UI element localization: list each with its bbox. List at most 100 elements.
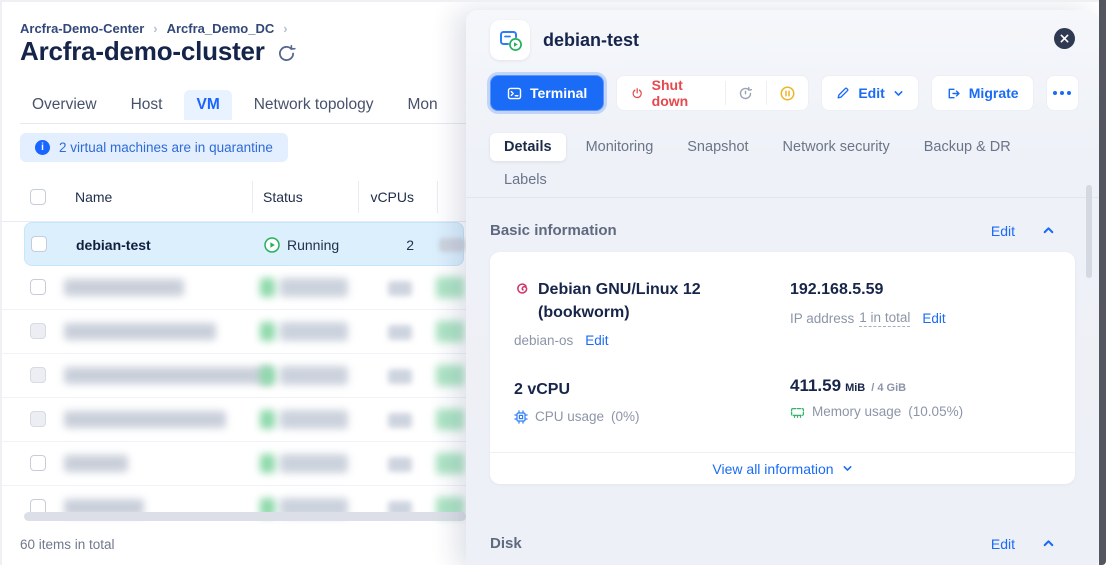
memory-block: 411.59 MiB / 4 GiB Memory usage (10.05%) (790, 376, 1050, 419)
redacted-name (64, 323, 216, 340)
table-row-redacted[interactable] (0, 266, 480, 310)
ip-address: 192.168.5.59 (790, 281, 884, 298)
tabs-divider (20, 123, 480, 124)
column-header-vcpus[interactable]: vCPUs (370, 189, 414, 205)
shutdown-button[interactable]: Shut down (617, 76, 724, 110)
table-row-redacted[interactable] (0, 486, 480, 530)
close-button[interactable] (1054, 28, 1075, 49)
chevron-up-icon (1043, 227, 1054, 234)
redacted-usage (436, 409, 464, 430)
tab-snapshot[interactable]: Snapshot (687, 139, 749, 155)
quarantine-banner-text: 2 virtual machines are in quarantine (59, 140, 273, 155)
tab-monitoring[interactable]: Mon (407, 96, 438, 113)
memory-total: / 4 GiB (871, 382, 907, 394)
redacted-status (260, 454, 348, 473)
column-header-name[interactable]: Name (75, 189, 113, 205)
redacted-vcpus (388, 325, 412, 340)
column-divider (358, 181, 359, 213)
redacted-usage (436, 321, 464, 342)
breadcrumb-item-dc[interactable]: Arcfra_Demo_DC (166, 21, 275, 36)
ip-block: 192.168.5.59 IP address 1 in total Edit (790, 278, 1050, 328)
shutdown-button-label: Shut down (651, 77, 689, 109)
chevron-up-icon (1043, 540, 1054, 547)
edit-button[interactable]: Edit (821, 75, 919, 111)
more-icon (1053, 91, 1072, 95)
row-checkbox[interactable] (30, 411, 46, 427)
basic-info-card: Debian GNU/Linux 12 (bookworm) debian-os… (490, 252, 1075, 484)
redacted-name (64, 411, 226, 428)
collapse-button[interactable] (1042, 537, 1055, 550)
info-icon: i (35, 140, 50, 155)
table-row-debian-test[interactable]: debian-test Running 2 (24, 222, 465, 266)
suspend-button[interactable] (767, 76, 808, 110)
restart-button[interactable] (725, 76, 766, 110)
redacted-status (260, 278, 348, 297)
os-template: debian-os (514, 333, 574, 349)
row-checkbox[interactable] (30, 279, 46, 295)
tab-network-security[interactable]: Network security (782, 139, 890, 155)
redacted-status (260, 366, 348, 385)
tab-monitoring[interactable]: Monitoring (585, 139, 654, 155)
table-row-redacted[interactable] (0, 398, 480, 442)
table-row-redacted[interactable] (0, 442, 480, 486)
table-row-redacted[interactable] (0, 310, 480, 354)
ip-label: IP address (790, 311, 855, 327)
os-block: Debian GNU/Linux 12 (bookworm) debian-os… (514, 278, 766, 348)
select-all-checkbox[interactable] (30, 189, 46, 205)
ip-edit-link[interactable]: Edit (922, 311, 946, 327)
redacted-name (64, 279, 184, 296)
row-checkbox[interactable] (30, 455, 46, 471)
tab-details[interactable]: Details (490, 133, 566, 161)
column-header-status[interactable]: Status (263, 189, 303, 205)
os-edit-link[interactable]: Edit (585, 333, 609, 349)
row-checkbox[interactable] (30, 323, 46, 339)
tab-vm[interactable]: VM (184, 90, 232, 120)
memory-usage-pct: (10.05%) (908, 404, 964, 419)
chevron-right-icon: › (283, 21, 288, 36)
vertical-scrollbar[interactable] (1086, 185, 1092, 278)
column-divider (252, 181, 253, 213)
row-checkbox[interactable] (31, 236, 47, 252)
redacted-usage (436, 365, 464, 386)
basic-info-edit-link[interactable]: Edit (990, 222, 1015, 239)
power-button-group: Shut down (616, 75, 810, 111)
memory-usage-label: Memory usage (812, 404, 902, 419)
view-all-information[interactable]: View all information (490, 453, 1075, 484)
row-checkbox[interactable] (30, 367, 46, 383)
tab-network-topology[interactable]: Network topology (253, 96, 374, 113)
collapse-button[interactable] (1042, 224, 1055, 237)
tab-overview[interactable]: Overview (32, 96, 97, 113)
refresh-icon[interactable] (276, 43, 297, 64)
redacted-name (64, 455, 128, 472)
horizontal-scrollbar[interactable] (24, 512, 466, 521)
debian-icon (517, 283, 528, 294)
ip-count[interactable]: 1 in total (859, 310, 911, 328)
panel-tabs: Details Monitoring Snapshot Network secu… (490, 133, 1071, 194)
vm-status-label: Running (287, 237, 340, 253)
redacted-usage (436, 453, 464, 474)
breadcrumb: Arcfra-Demo-Center › Arcfra_Demo_DC › (20, 21, 288, 36)
disk-edit-link[interactable]: Edit (990, 535, 1015, 552)
power-icon (632, 87, 643, 98)
redacted-name (64, 367, 272, 384)
more-button[interactable] (1045, 75, 1079, 111)
restart-icon (740, 86, 753, 99)
os-name: Debian GNU/Linux 12 (bookworm) (538, 281, 701, 322)
panel-title: debian-test (543, 29, 640, 50)
chevron-down-icon (894, 90, 903, 96)
vm-name[interactable]: debian-test (76, 237, 151, 253)
table-row-redacted[interactable] (0, 354, 480, 398)
breadcrumb-item-center[interactable]: Arcfra-Demo-Center (20, 21, 145, 36)
basic-info-title: Basic information (490, 222, 617, 239)
tab-backup-dr[interactable]: Backup & DR (923, 139, 1011, 155)
tab-labels[interactable]: Labels (504, 172, 547, 188)
terminal-button[interactable]: Terminal (490, 75, 605, 111)
vm-icon (490, 20, 530, 60)
tab-host[interactable]: Host (130, 96, 163, 113)
migrate-button[interactable]: Migrate (930, 75, 1034, 111)
divider (724, 81, 726, 105)
quarantine-banner[interactable]: i 2 virtual machines are in quarantine (20, 133, 288, 162)
redacted-vcpus (388, 281, 412, 296)
chevron-down-icon (843, 466, 852, 471)
